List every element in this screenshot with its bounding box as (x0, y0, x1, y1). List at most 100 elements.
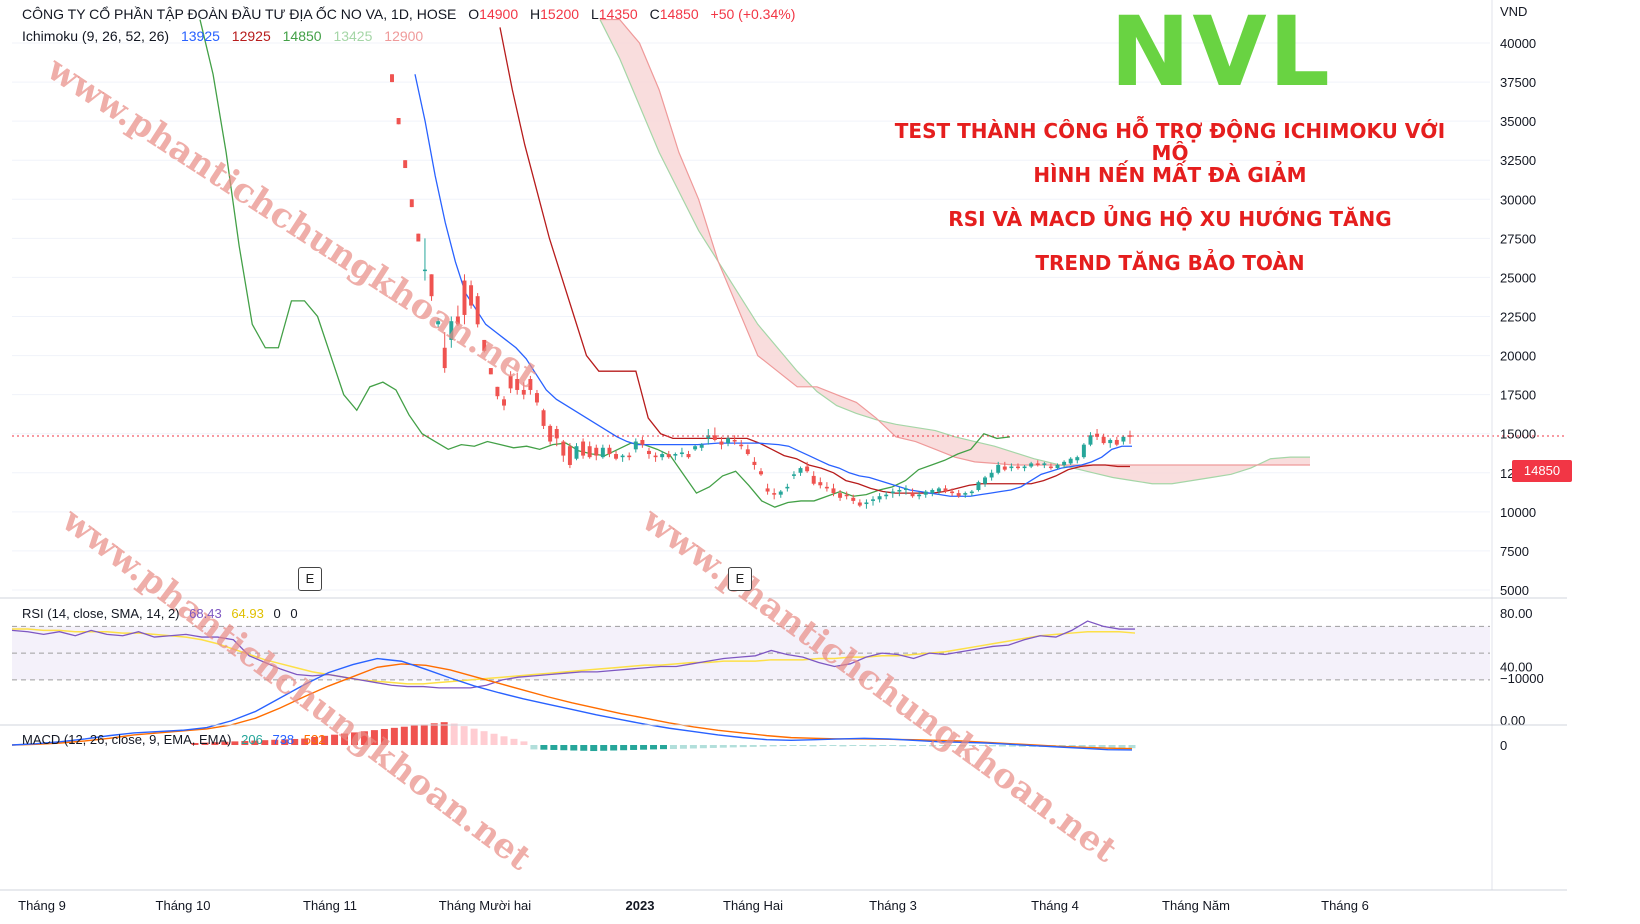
candle-body (851, 497, 856, 501)
candle-body (884, 494, 889, 497)
macd-hist-value: 206 (241, 732, 263, 747)
ichimoku-legend[interactable]: Ichimoku (9, 26, 52, 26) 13925 12925 148… (22, 28, 431, 44)
time-axis-label: Tháng Năm (1162, 898, 1230, 913)
macd-hist-bar (380, 728, 388, 745)
rsi-band-upper-value: 0 (273, 606, 281, 621)
time-axis-label: Tháng Hai (723, 898, 783, 913)
macd-hist-bar (590, 745, 598, 752)
macd-hist-bar (819, 745, 827, 746)
rsi-ma-line (12, 628, 1136, 685)
candle-body (778, 491, 783, 495)
candle-body (462, 280, 467, 315)
rsi-legend[interactable]: RSI (14, close, SMA, 14, 2) 68.43 64.93 … (22, 606, 304, 621)
candle-body (976, 482, 981, 490)
candle-body (844, 494, 849, 497)
cloud-fill (600, 19, 1310, 484)
candle-body (594, 447, 599, 456)
candle-body (706, 435, 711, 439)
macd-hist-bar (360, 731, 368, 745)
macd-hist-bar (969, 745, 976, 746)
annotation-line-1: TEST THÀNH CÔNG HỖ TRỢ ĐỘNG ICHIMOKU VỚI… (894, 119, 1446, 165)
macd-hist-bar (699, 745, 707, 749)
price-axis-label: 20000 (1500, 349, 1536, 364)
low-label: L (590, 6, 599, 22)
earnings-marker[interactable]: E (728, 567, 752, 591)
macd-hist-bar (919, 745, 927, 747)
candle-body (396, 118, 401, 125)
candle-body (693, 446, 698, 450)
candle-body (989, 472, 994, 478)
macd-hist-bar (430, 723, 438, 745)
watermark: www.phantichchungkhoan.net (39, 48, 545, 396)
candle-body (422, 269, 427, 272)
price-axis-label: VND (1500, 4, 1527, 19)
macd-line (11, 657, 1133, 751)
chikou-span (199, 19, 1011, 508)
rsi-line (11, 620, 1135, 689)
candle-body (673, 454, 678, 456)
candle-body (1022, 466, 1027, 469)
macd-hist-bar (1098, 745, 1106, 748)
macd-hist-bar (809, 745, 817, 747)
candle-body (1101, 436, 1106, 444)
candle-body (548, 425, 553, 442)
macd-hist-bar (709, 745, 717, 748)
macd-hist-bar (370, 730, 378, 745)
macd-hist-bar (998, 745, 1006, 747)
macd-hist-bar (400, 726, 408, 745)
macd-hist-bar (769, 745, 777, 747)
macd-hist-bar (211, 742, 219, 745)
macd-hist-bar (759, 745, 767, 747)
candle-body (403, 160, 408, 169)
macd-hist-bar (719, 745, 727, 748)
macd-legend[interactable]: MACD (12, 26, close, 9, EMA, EMA) 206 73… (22, 732, 332, 747)
candle-body (923, 491, 928, 495)
candle-body (502, 399, 506, 406)
macd-hist-bar (490, 733, 498, 745)
macd-hist-bar (739, 745, 747, 748)
macd-hist-bar (988, 745, 996, 747)
macd-hist-bar (640, 745, 648, 750)
candle-body (996, 464, 1001, 473)
candle-body (719, 441, 724, 445)
symbol-header: CÔNG TY CỔ PHẦN TẬP ĐOÀN ĐẦU TƯ ĐỊA ỐC N… (22, 6, 803, 22)
earnings-marker[interactable]: E (298, 567, 322, 591)
macd-hist-bar (251, 740, 259, 745)
macd-hist-bar (600, 745, 608, 751)
candle-body (1029, 463, 1034, 467)
candle-body (554, 429, 559, 439)
macd-hist-bar (470, 728, 478, 745)
candle-body (429, 274, 434, 297)
candle-body (449, 321, 454, 340)
macd-hist-bar (610, 745, 618, 751)
candle-body (732, 439, 737, 442)
candle-body (1095, 433, 1100, 437)
macd-hist-bar (1118, 745, 1126, 749)
candle-body (640, 439, 645, 445)
candle-body (1088, 435, 1093, 445)
macd-hist-bar (580, 745, 588, 751)
macd-hist-bar (321, 735, 329, 745)
macd-hist-bar (231, 741, 239, 745)
macd-hist-bar (859, 745, 867, 747)
macd-hist-bar (271, 739, 279, 745)
symbol-name: CÔNG TY CỔ PHẦN TẬP ĐOÀN ĐẦU TƯ ĐỊA ỐC N… (22, 6, 457, 22)
candle-body (910, 493, 915, 497)
macd-hist-bar (351, 732, 358, 745)
time-axis-label: Tháng 3 (869, 898, 917, 913)
macd-hist-bar (570, 745, 578, 751)
high-value: 15200 (540, 6, 580, 22)
macd-hist-bar (978, 745, 986, 747)
rsi-value: 68.43 (189, 606, 222, 621)
candle-body (1128, 435, 1132, 437)
annotation-text: TEST THÀNH CÔNG HỖ TRỢ ĐỘNG ICHIMOKU VỚI… (880, 120, 1460, 274)
macd-hist-bar (779, 745, 787, 747)
macd-hist-bar (1078, 745, 1086, 748)
macd-hist-bar (929, 745, 937, 747)
candle-body (877, 496, 882, 500)
macd-hist-bar (440, 722, 448, 745)
macd-hist-bar (510, 738, 518, 745)
candle-body (455, 316, 460, 325)
time-axis-label: Tháng 10 (156, 898, 211, 913)
candle-body (390, 74, 394, 83)
